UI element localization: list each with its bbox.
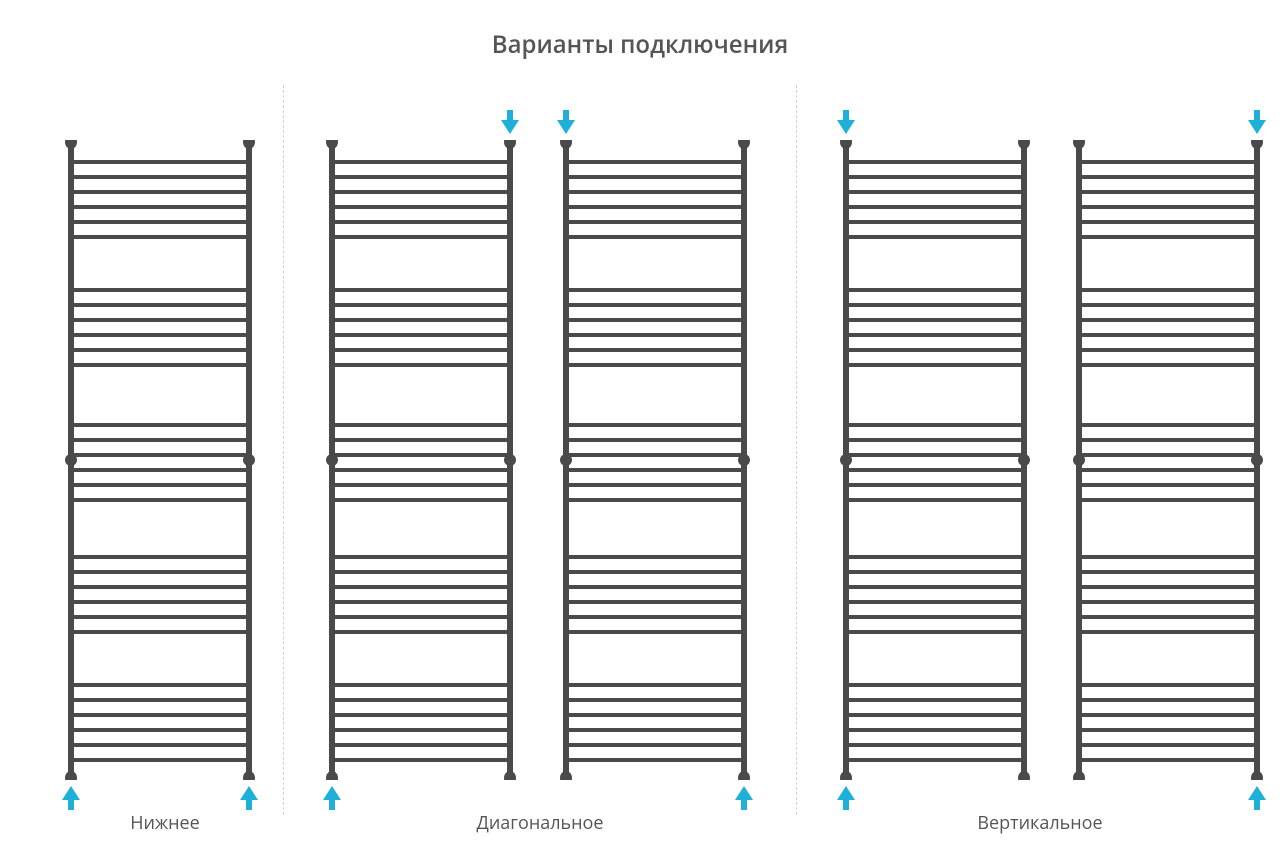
group-separator [796,85,797,815]
flow-arrow-up-icon [735,786,753,800]
flow-arrow-up-icon [62,786,80,800]
radiator-diagram [1073,140,1263,780]
flow-arrow-down-icon [557,120,575,134]
flow-arrow-up-icon [837,786,855,800]
diagram-root: Варианты подключения Нижнее Диагональное… [0,0,1280,855]
flow-arrow-up-icon [323,786,341,800]
flow-arrow-up-icon [240,786,258,800]
radiator-diagram [560,140,750,780]
flow-arrow-down-icon [837,120,855,134]
group-label-bottom: Нижнее [50,811,280,835]
page-title: Варианты подключения [0,28,1280,61]
radiator-diagram [65,140,255,780]
flow-arrow-up-icon [1248,786,1266,800]
radiator-diagram [840,140,1030,780]
group-separator [283,85,284,815]
group-label-diagonal: Диагональное [300,811,780,835]
radiator-diagram [326,140,516,780]
group-label-vertical: Вертикальное [820,811,1260,835]
flow-arrow-down-icon [501,120,519,134]
flow-arrow-down-icon [1248,120,1266,134]
